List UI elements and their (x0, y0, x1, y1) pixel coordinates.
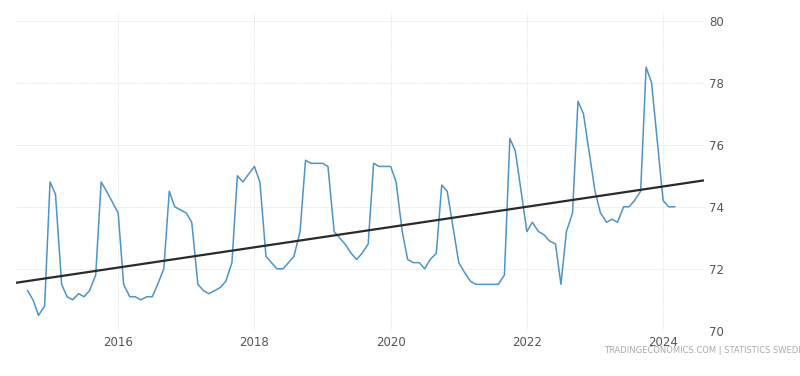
Text: TRADINGECONOMICS.COM | STATISTICS SWEDEN: TRADINGECONOMICS.COM | STATISTICS SWEDEN (604, 346, 800, 355)
